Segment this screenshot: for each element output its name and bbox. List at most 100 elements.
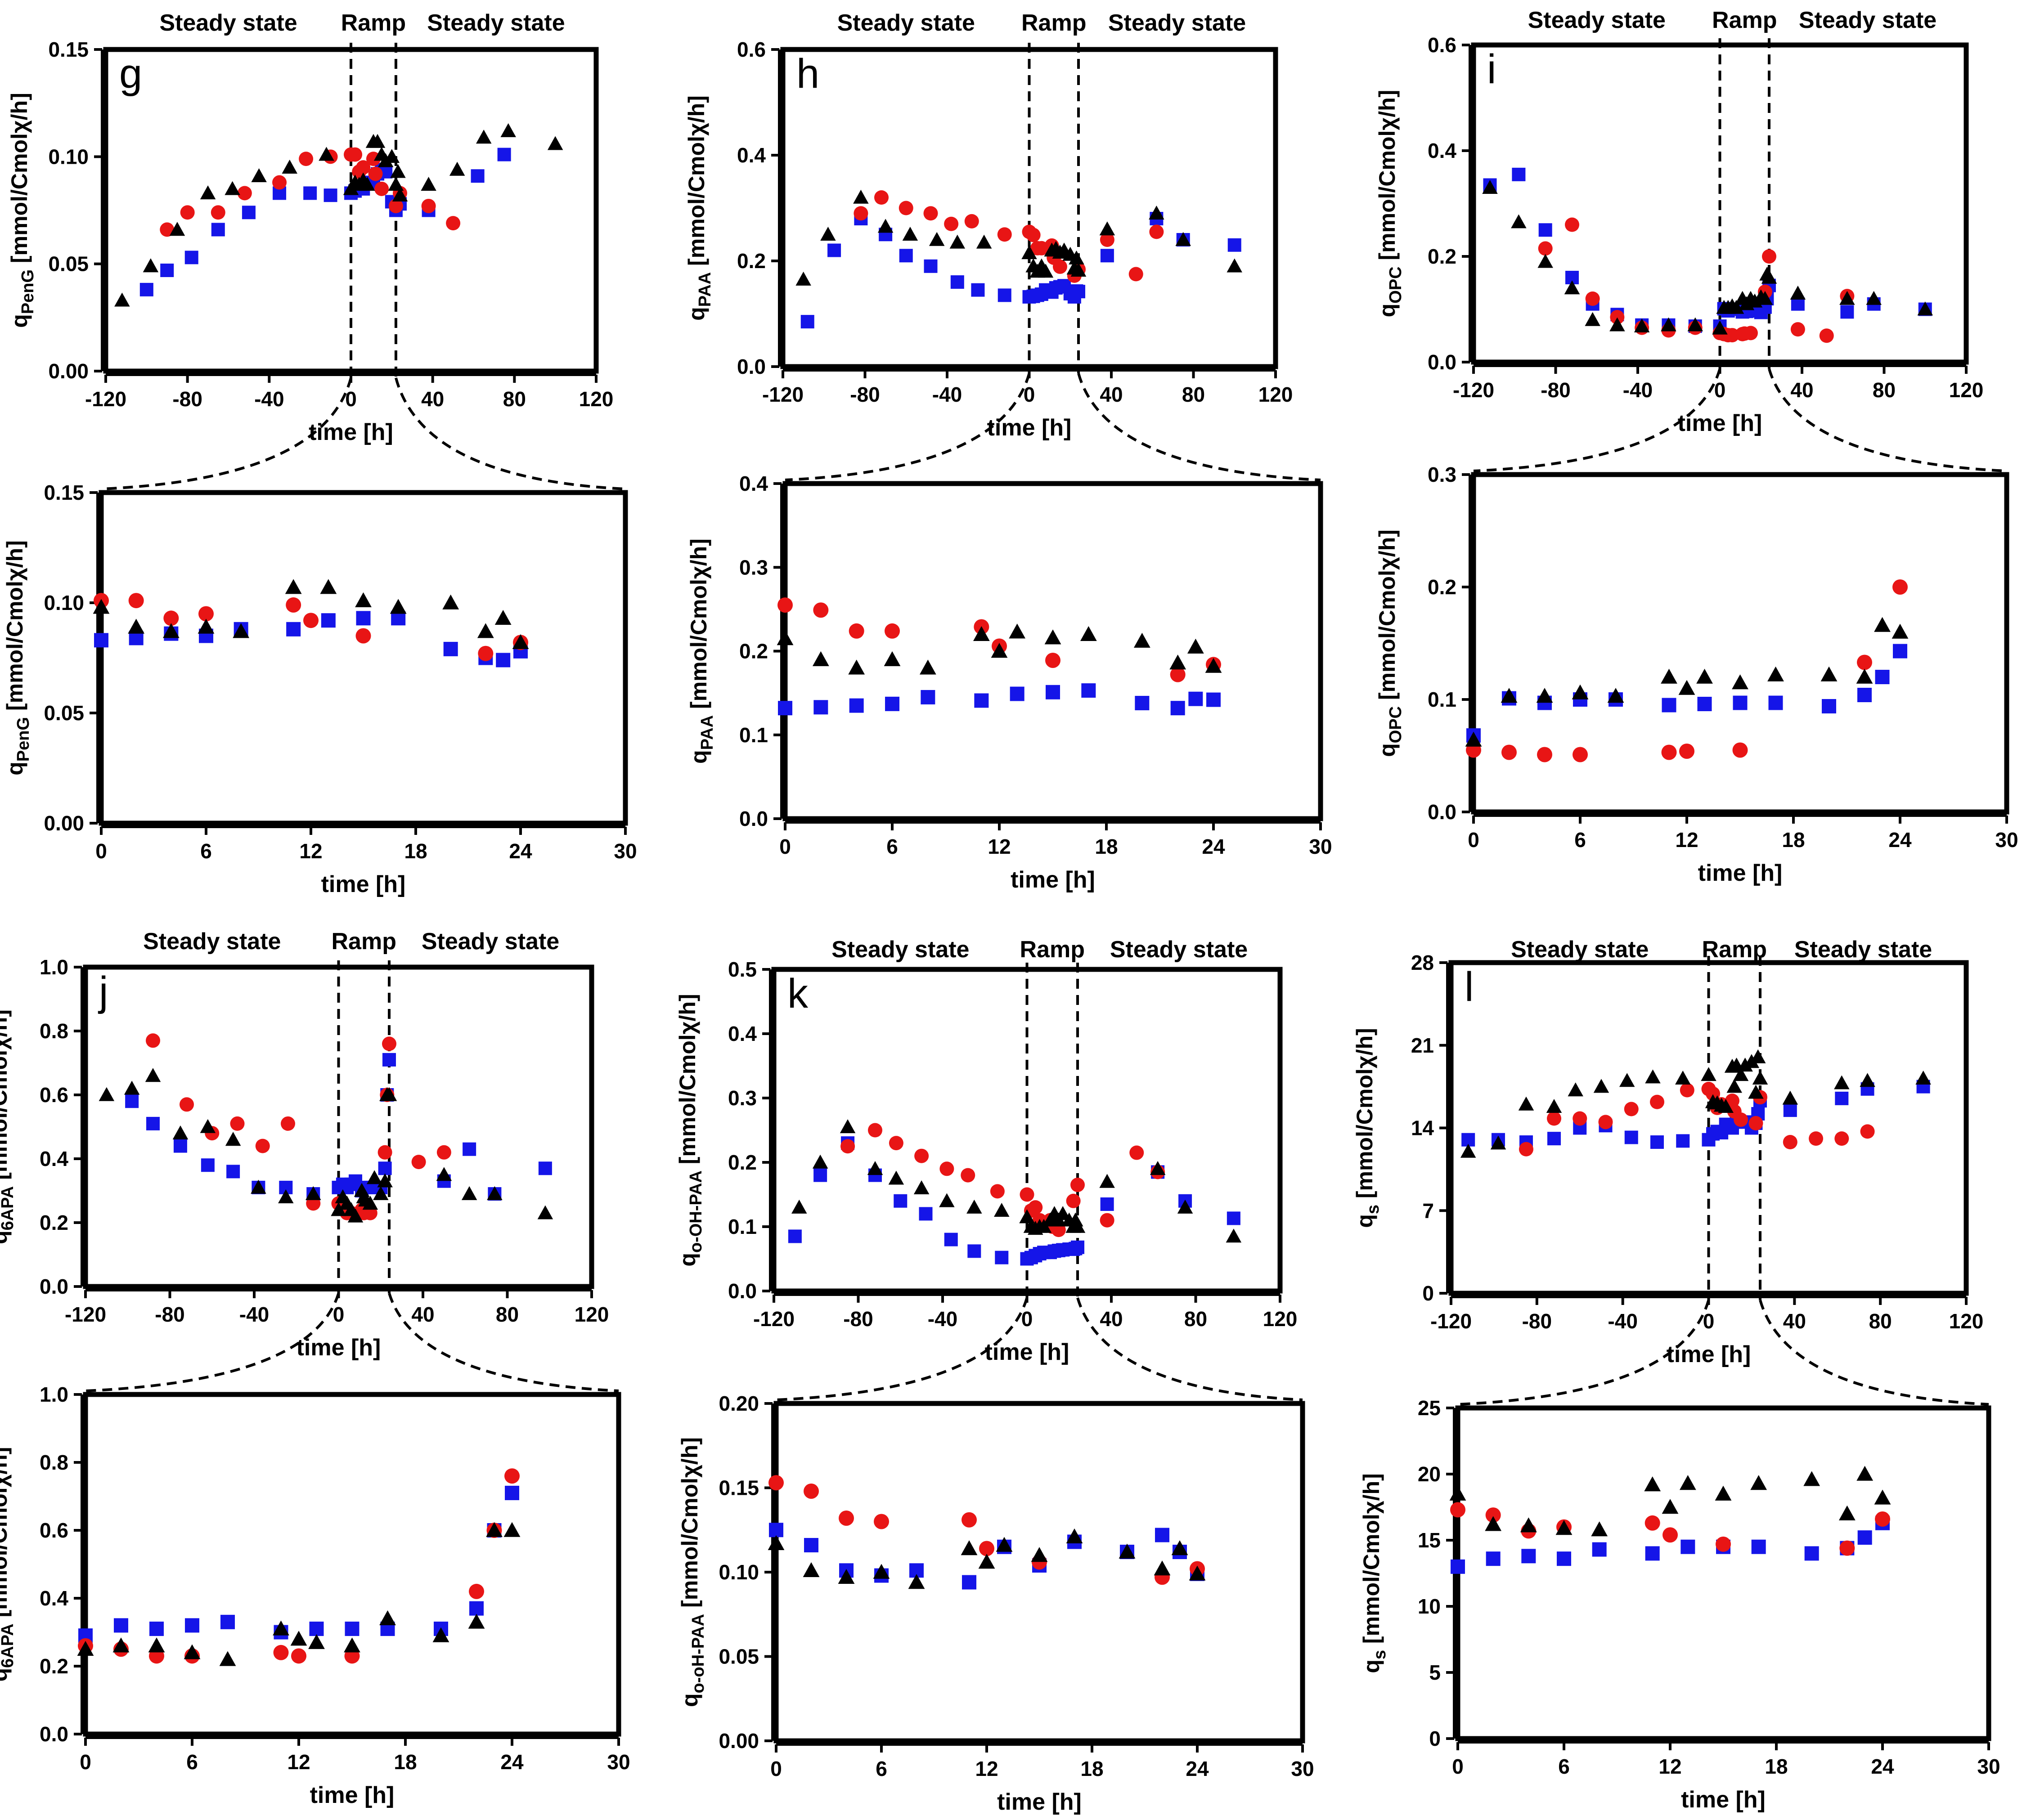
data-point-triangle (1892, 623, 1909, 639)
y-axis-title: qo-OH-PAA [mmol/Cmolχ/h] (675, 994, 705, 1266)
y-tick-label: 0.00 (719, 1729, 759, 1753)
data-point-circle (1537, 747, 1552, 762)
data-point-square (146, 1116, 160, 1130)
y-tick-label: 0.15 (44, 481, 84, 504)
data-point-square (1681, 1539, 1695, 1554)
data-point-triangle (251, 168, 267, 183)
x-tick-label: 18 (1080, 1757, 1103, 1780)
data-point-square (1840, 305, 1854, 319)
data-point-square (220, 1614, 235, 1629)
data-point-triangle (1860, 1073, 1875, 1087)
data-point-square (226, 1165, 240, 1179)
data-point-circle (421, 198, 436, 213)
data-point-square (1804, 1546, 1819, 1561)
data-point-circle (964, 214, 979, 229)
data-point-triangle (1767, 666, 1784, 681)
data-point-triangle (978, 1554, 995, 1569)
data-point-circle (446, 216, 461, 231)
y-axis-title-main: q (1359, 1659, 1384, 1673)
data-point-circle (1748, 1116, 1763, 1130)
data-point-triangle (884, 651, 901, 666)
data-point-triangle (128, 619, 145, 634)
phase-label: Ramp (1702, 937, 1767, 963)
data-point-triangle (1226, 1228, 1242, 1243)
data-point-triangle (1737, 1058, 1753, 1072)
data-point-circle (1624, 1102, 1639, 1116)
data-point-triangle (1748, 1085, 1764, 1099)
data-point-triangle (1490, 1135, 1506, 1150)
x-tick-label: 120 (1949, 378, 1984, 402)
x-tick-label: -120 (753, 1307, 795, 1331)
data-point-triangle (966, 1199, 982, 1214)
y-tick-label: 0.8 (40, 1019, 68, 1043)
y-tick-label: 0.1 (1428, 688, 1456, 711)
data-point-square (1188, 691, 1203, 706)
data-point-square (211, 223, 225, 237)
y-tick-label: 21 (1411, 1034, 1434, 1057)
y-tick-label: 0.0 (40, 1722, 68, 1746)
y-tick-label: 0.0 (737, 355, 766, 378)
plot-frame (782, 481, 1323, 821)
data-point-triangle (219, 1651, 236, 1666)
data-point-triangle (1119, 1543, 1136, 1559)
data-point-triangle (1564, 280, 1580, 295)
x-tick-label: 24 (509, 839, 532, 863)
x-tick-label: 40 (1790, 378, 1813, 402)
data-point-square (1893, 644, 1907, 659)
data-point-triangle (1537, 254, 1553, 268)
panel-i-main: -120 -80 -40 0 40 80 120 0.0 0.2 0.4 0.6 time [h] qO… (1375, 7, 1983, 436)
data-point-triangle (791, 1199, 807, 1214)
data-point-triangle (112, 1637, 130, 1653)
data-point-square (1857, 688, 1872, 702)
y-axis-title: qOPC [mmol/Cmolχ/h] (1375, 90, 1405, 318)
x-tick-label: 24 (1186, 1757, 1209, 1780)
x-tick-label: 80 (1873, 378, 1896, 402)
x-axis-title: time [h] (297, 1335, 381, 1361)
data-point-square (1081, 683, 1096, 698)
y-axis-title-unit: [mmol/Cmolχ/h] (2, 540, 27, 717)
data-point-square (1227, 1211, 1240, 1225)
data-point-triangle (939, 1193, 955, 1207)
plot-frame (1455, 1405, 1991, 1741)
data-point-circle (1732, 742, 1748, 758)
y-axis-title-main: q (684, 307, 709, 321)
data-point-triangle (1675, 1071, 1691, 1085)
y-axis-title-subscript: PAA (696, 272, 714, 307)
data-point-triangle (1679, 1475, 1696, 1490)
x-tick-label: 40 (1783, 1309, 1806, 1333)
data-point-triangle (500, 123, 516, 137)
y-axis-title-subscript: o-oH-PAA (689, 1614, 708, 1694)
data-point-circle (1663, 1527, 1678, 1543)
data-point-triangle (114, 292, 130, 307)
y-axis-title-unit: [mmol/Cmolχ/h] (7, 93, 32, 269)
y-axis-title-subscript: o-OH-PAA (687, 1170, 705, 1253)
data-point-triangle (768, 1535, 785, 1550)
data-point-triangle (1171, 1540, 1188, 1556)
data-point-triangle (1834, 1075, 1850, 1089)
data-point-circle (198, 606, 214, 622)
data-point-circle (230, 1116, 245, 1131)
panel-h-zoom: 0 6 12 18 24 30 0.0 0.1 0.2 0.3 0.4 time [h] qPAA [m… (686, 472, 1332, 893)
x-axis-title: time [h] (1011, 867, 1095, 893)
data-point-triangle (384, 149, 400, 163)
zoom-connector-left (1457, 1300, 1710, 1406)
series-red (94, 593, 528, 661)
y-tick-label: 0.00 (48, 359, 89, 383)
data-point-triangle (1591, 1521, 1608, 1537)
phase-label: Ramp (1712, 7, 1777, 33)
data-point-square (827, 243, 841, 257)
x-tick-label: 120 (1258, 383, 1293, 406)
data-point-triangle (973, 626, 990, 641)
data-point-triangle (442, 594, 459, 610)
data-point-square (139, 282, 153, 296)
data-point-triangle (1205, 658, 1222, 673)
data-point-triangle (1536, 688, 1553, 703)
data-point-triangle (838, 1569, 855, 1584)
data-point-triangle (840, 1119, 856, 1134)
y-axis-title-unit: [mmol/Cmolχ/h] (1352, 1028, 1377, 1205)
data-point-triangle (392, 187, 408, 202)
panel-letter: h (796, 51, 819, 97)
data-point-square (1650, 1135, 1664, 1149)
data-point-triangle (1485, 1516, 1502, 1531)
phase-label: Steady state (1794, 937, 1932, 963)
